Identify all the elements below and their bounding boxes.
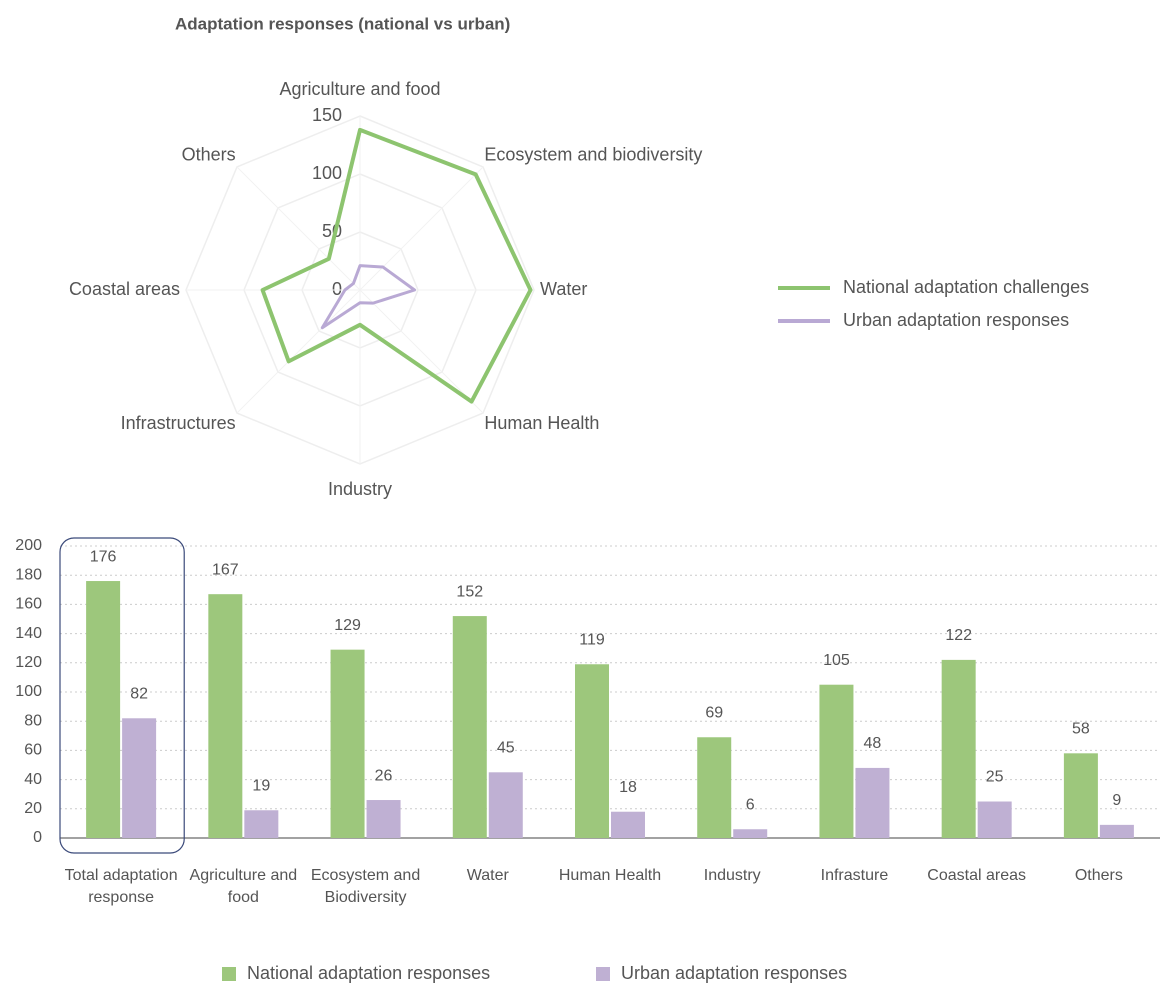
- data-label: 6: [746, 796, 755, 813]
- data-label: 58: [1072, 721, 1090, 738]
- data-label: 45: [497, 740, 515, 757]
- data-label: 119: [579, 631, 605, 648]
- bar: [1099, 824, 1134, 838]
- x-tick-label: Infrasture: [820, 867, 889, 884]
- chart-title: Adaptation responses (national vs urban): [175, 14, 510, 33]
- axis-label: Industry: [328, 479, 392, 499]
- x-tick-label: Ecosystem and Biodiversity: [310, 867, 421, 906]
- bar: [452, 616, 487, 838]
- data-label: 105: [823, 652, 850, 669]
- axis-label: Agriculture and food: [279, 79, 440, 99]
- data-label: 25: [986, 769, 1004, 786]
- data-label: 18: [619, 779, 637, 796]
- y-tick-label: 0: [33, 829, 42, 846]
- bar: [244, 810, 279, 838]
- bar: [122, 718, 157, 838]
- bar: [86, 581, 121, 838]
- data-label: 122: [945, 627, 972, 644]
- data-label: 129: [334, 617, 361, 634]
- y-tick-label: 80: [24, 712, 42, 729]
- axis-label: Ecosystem and biodiversity: [484, 144, 702, 164]
- r-tick-label: 100: [312, 163, 342, 183]
- bar: [366, 800, 401, 838]
- bar: [855, 767, 890, 838]
- bar: [208, 594, 243, 838]
- axis-label: Coastal areas: [69, 279, 180, 299]
- radar-line: [260, 127, 533, 404]
- axis-label: Water: [540, 279, 587, 299]
- spoke: [236, 166, 361, 291]
- data-label: 69: [705, 704, 723, 721]
- data-label: 19: [252, 777, 270, 794]
- y-tick-label: 140: [15, 625, 42, 642]
- legend-label: Urban adaptation responses: [621, 963, 847, 983]
- r-tick-label: 0: [332, 279, 342, 299]
- legend-swatch: [222, 967, 236, 981]
- legend-label: Urban adaptation responses: [843, 310, 1069, 330]
- bar: [977, 801, 1012, 838]
- radar-line: [320, 264, 417, 330]
- x-tick-label: Water: [466, 867, 509, 884]
- highlight-box: [59, 537, 185, 854]
- y-tick-label: 40: [24, 771, 42, 788]
- bar: [575, 664, 609, 838]
- x-tick-label: Coastal areas: [927, 867, 1027, 884]
- data-label: 82: [130, 685, 148, 702]
- x-tick-label: Others: [1074, 867, 1123, 884]
- legend-swatch: [596, 967, 610, 981]
- y-tick-label: 200: [15, 537, 42, 554]
- bar: [1063, 753, 1098, 838]
- x-tick-label: Industry: [703, 867, 761, 884]
- axis-label: Infrastructures: [121, 413, 236, 433]
- bar: [697, 737, 732, 838]
- data-label: 9: [1112, 792, 1121, 809]
- y-tick-label: 180: [15, 566, 42, 583]
- bar: [941, 659, 976, 838]
- r-tick-label: 150: [312, 105, 342, 125]
- data-label: 152: [456, 583, 483, 600]
- bar: [330, 649, 365, 838]
- spoke: [359, 166, 484, 291]
- spoke: [359, 289, 484, 414]
- bar: [733, 829, 768, 838]
- x-tick-label: Total adaptation response: [64, 867, 178, 906]
- y-tick-label: 160: [15, 596, 42, 613]
- data-label: 167: [212, 561, 239, 578]
- data-label: 176: [90, 548, 117, 565]
- bar: [819, 684, 854, 838]
- y-tick-label: 60: [24, 742, 42, 759]
- x-tick-label: Human Health: [558, 867, 662, 884]
- axis-label: Others: [182, 144, 236, 164]
- data-label: 48: [864, 735, 882, 752]
- x-tick-label: Agriculture and food: [189, 867, 298, 906]
- bar: [488, 772, 523, 838]
- axis-label: Human Health: [484, 413, 599, 433]
- bar: [611, 811, 645, 838]
- legend-label: National adaptation responses: [247, 963, 490, 983]
- legend-label: National adaptation challenges: [843, 277, 1089, 297]
- spoke: [236, 289, 361, 414]
- y-tick-label: 120: [15, 654, 42, 671]
- y-tick-label: 100: [15, 683, 42, 700]
- y-tick-label: 20: [24, 800, 42, 817]
- data-label: 26: [375, 767, 393, 784]
